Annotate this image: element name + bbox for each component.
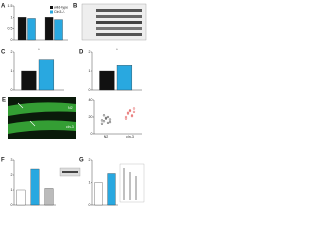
point	[124, 117, 128, 120]
annotation: *	[116, 48, 118, 52]
point	[108, 120, 112, 124]
hatched-inset	[119, 163, 145, 203]
point	[126, 112, 130, 115]
panel-label: C	[1, 50, 6, 56]
image-label: N2	[68, 106, 73, 110]
point	[104, 116, 108, 119]
y-tick-label: 0	[11, 203, 13, 207]
point	[108, 118, 112, 121]
point	[126, 111, 130, 114]
point	[130, 115, 134, 118]
point	[104, 117, 108, 120]
bar	[94, 182, 103, 206]
legend-label: Cln3-/-	[54, 10, 66, 14]
point	[106, 121, 110, 125]
bar	[17, 17, 27, 41]
point	[130, 114, 134, 117]
point	[128, 109, 132, 112]
legend-label: wild-type	[54, 5, 68, 9]
y-tick-label: 2	[89, 50, 91, 54]
point	[106, 115, 110, 119]
panel-label: F	[1, 158, 5, 164]
panel-label: G	[79, 158, 84, 164]
bar	[16, 189, 26, 206]
point	[132, 107, 136, 110]
image-label: cln-3	[66, 125, 74, 129]
panel-label: A	[1, 4, 6, 10]
x-tick-label: N2	[104, 135, 109, 139]
x-tick-label: cln-3	[126, 135, 134, 139]
y-tick-label: 1.5	[8, 4, 13, 8]
point	[102, 114, 106, 117]
bar	[30, 168, 40, 206]
y-tick-label: 0	[89, 88, 91, 92]
y-tick-label: 0	[91, 132, 93, 136]
y-tick-label: 1	[89, 69, 91, 73]
y-tick-label: 2	[11, 173, 13, 177]
y-tick-label: 1	[11, 69, 13, 73]
y-tick-label: 2	[89, 158, 91, 162]
point	[128, 109, 132, 113]
western-blot	[81, 3, 147, 41]
y-tick-label: 1	[11, 15, 13, 19]
point	[100, 119, 104, 122]
bar	[27, 18, 36, 41]
legend-swatch	[50, 6, 53, 9]
bar	[44, 188, 54, 206]
y-tick-label: 3	[11, 158, 13, 162]
panel-label: B	[73, 4, 78, 10]
bar	[116, 65, 133, 91]
y-tick-label: 1	[89, 180, 91, 184]
y-tick-label: 20	[89, 115, 93, 119]
y-tick-label: 0	[11, 88, 13, 92]
y-tick-label: 2	[11, 50, 13, 54]
y-tick-label: 0	[89, 203, 91, 207]
blot-inset	[59, 167, 81, 177]
bar	[99, 70, 115, 91]
y-tick-label: 1	[11, 188, 13, 192]
micrograph	[8, 97, 76, 139]
bar	[21, 70, 37, 91]
bar	[38, 59, 55, 91]
annotation: *	[38, 48, 40, 52]
bar	[107, 173, 116, 206]
point	[100, 122, 104, 125]
y-tick-label: 40	[89, 98, 93, 102]
panel-label: E	[2, 98, 6, 104]
bar	[44, 17, 54, 41]
y-tick-label: 0	[11, 38, 13, 42]
panel-label: D	[79, 50, 84, 56]
y-tick-label: 0.5	[8, 27, 13, 31]
point	[102, 120, 106, 123]
point	[132, 110, 136, 113]
legend-swatch	[50, 10, 53, 14]
bar	[54, 19, 63, 41]
